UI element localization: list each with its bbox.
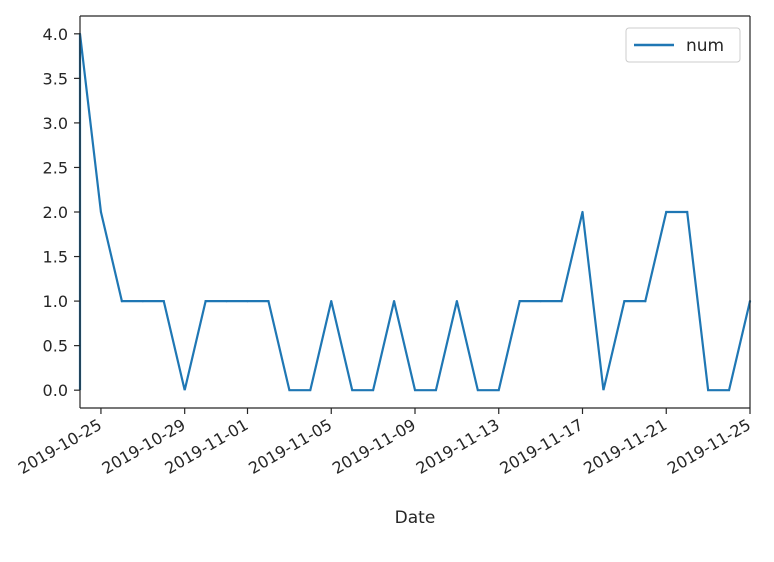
data-point-2019-11-11 [455,299,458,303]
data-point-2019-10-25 [99,210,103,214]
legend-label-num: num [686,36,724,56]
plot-area [80,16,750,408]
data-point-2019-10-26 [120,299,123,303]
data-point-2019-11-16 [560,299,563,303]
legend-box [625,27,741,63]
data-point-2019-11-05 [330,299,333,303]
x-axis-title: Date [395,508,436,528]
data-point-2019-11-01 [246,299,249,303]
x-tick-label: 2019-11-05 [245,415,335,478]
x-tick-label: 2019-11-13 [413,415,503,478]
data-point-2019-10-27 [141,299,144,303]
data-point-2019-11-19 [623,299,626,303]
y-tick-label: 2.5 [43,158,68,177]
y-tick-label: 0.0 [43,381,68,400]
y-tick-label: 3.5 [43,69,68,88]
data-point-2019-11-17 [581,210,584,214]
y-tick-label: 1.5 [43,248,68,267]
x-tick-label: 2019-11-25 [664,415,754,478]
y-tick-label: 3.0 [43,114,68,133]
data-point-2019-11-14 [518,299,521,303]
series-layer [78,32,752,392]
data-point-2019-11-15 [539,299,542,303]
data-point-2019-11-02 [267,299,270,303]
plot-background [80,16,750,408]
data-point-2019-11-20 [644,299,647,303]
series-line-num [78,33,752,392]
y-tick-label: 0.5 [43,337,68,356]
y-tick-label: 1.0 [43,292,68,311]
y-tick-label: 2.0 [43,203,68,222]
x-tick-label: 2019-11-09 [329,415,419,478]
data-point-2019-10-28 [162,299,165,303]
x-tick-label: 2019-10-25 [15,415,105,478]
y-tick-label: 4.0 [43,25,68,44]
data-point-2019-10-30 [204,299,207,303]
data-point-2019-11-08 [392,299,396,303]
x-tick-label: 2019-11-17 [496,415,586,478]
legend: num [625,27,741,63]
data-point-2019-11-22 [686,210,689,214]
data-point-2019-10-31 [225,299,228,303]
data-point-2019-11-21 [665,210,668,214]
x-tick-label: 2019-11-21 [580,415,670,478]
